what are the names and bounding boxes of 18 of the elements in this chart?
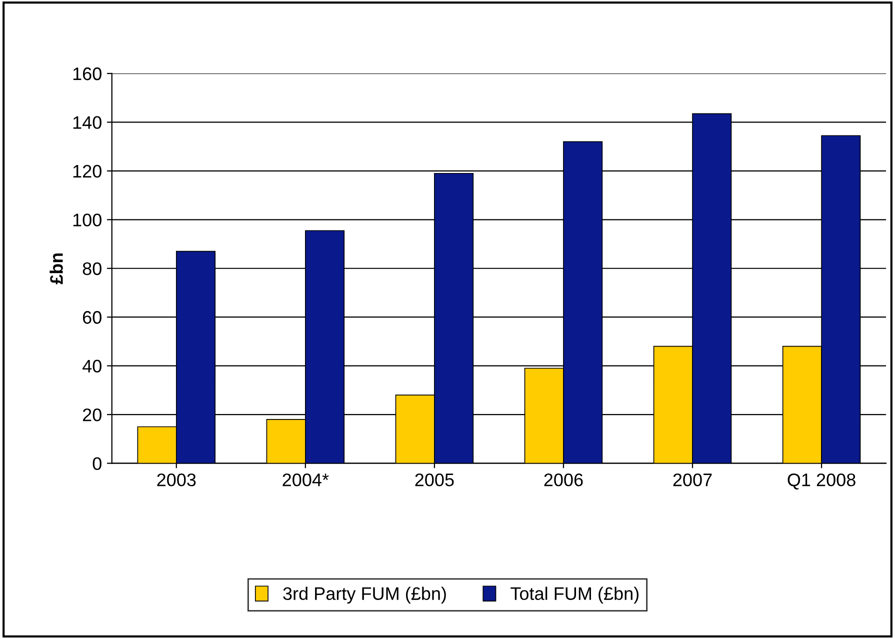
y-tick-label: 120 xyxy=(73,164,102,178)
y-tick-label: 40 xyxy=(82,360,102,373)
x-tick-label: 2003 xyxy=(157,473,196,486)
x-tick-label: 2006 xyxy=(544,473,583,486)
y-tick-label: 160 xyxy=(73,67,102,80)
y-tick-label: 60 xyxy=(82,311,102,324)
legend-label: 3rd Party FUM (£bn) xyxy=(283,586,446,604)
x-tick-label: Q1 2008 xyxy=(788,473,856,490)
y-tick-label: 80 xyxy=(82,262,102,276)
y-axis-title: £bn xyxy=(50,253,63,284)
y-tick-label: 140 xyxy=(73,116,102,129)
y-tick-label: 100 xyxy=(73,214,102,226)
x-tick-label: 2007 xyxy=(673,473,712,486)
legend-label: Total FUM (£bn) xyxy=(510,586,638,604)
x-tick-label: 2004* xyxy=(282,473,329,486)
x-tick-label: 2005 xyxy=(415,473,454,486)
y-tick-label: 20 xyxy=(82,408,102,422)
y-tick-label: 0 xyxy=(92,457,102,470)
